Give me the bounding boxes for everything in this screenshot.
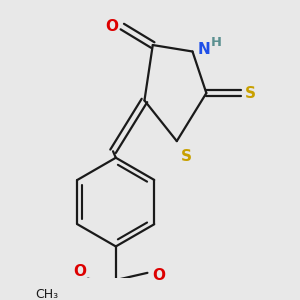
Text: N: N <box>198 42 211 57</box>
Text: O: O <box>152 268 165 284</box>
Text: H: H <box>211 36 222 49</box>
Text: O: O <box>73 264 86 279</box>
Text: O: O <box>106 19 118 34</box>
Text: S: S <box>245 85 256 100</box>
Text: S: S <box>181 148 191 164</box>
Text: CH₃: CH₃ <box>35 288 58 300</box>
